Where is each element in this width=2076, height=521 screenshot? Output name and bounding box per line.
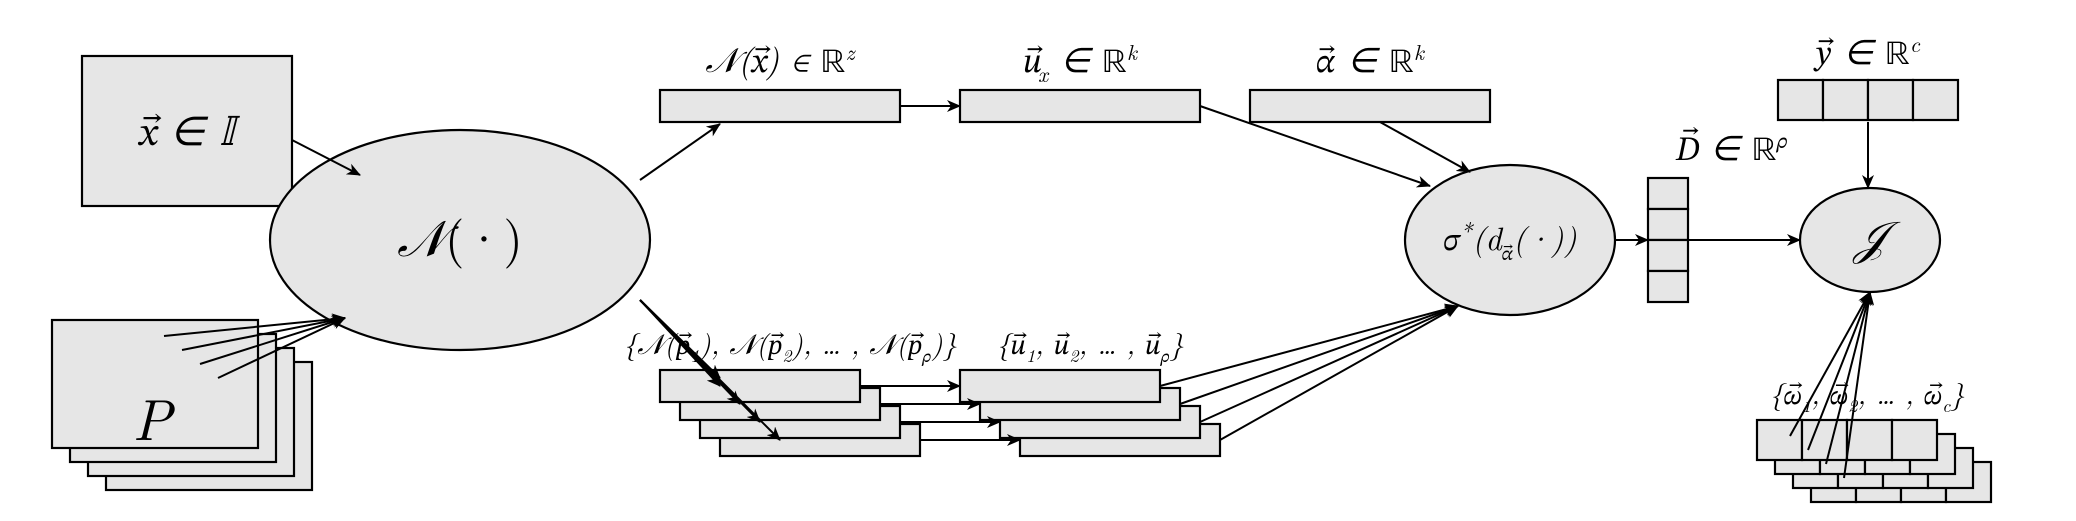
label-x-in-I: x⃗ ∈ 𝕀	[137, 100, 241, 157]
y-cell	[1868, 80, 1913, 120]
y-cell	[1778, 80, 1823, 120]
D-cell	[1648, 240, 1688, 271]
Nx-bar	[660, 90, 900, 122]
omega-cell	[1892, 420, 1937, 460]
label-P: P	[132, 375, 175, 457]
D-cell	[1648, 209, 1688, 240]
y-cell	[1823, 80, 1868, 120]
edge	[1380, 122, 1470, 172]
label-ux: u⃗x ∈ ℝk	[1023, 34, 1139, 89]
label-Np-set: {𝒩(p⃗1), 𝒩(p⃗2), … , 𝒩(p⃗ρ)}	[623, 323, 956, 368]
omega-cell	[1802, 420, 1847, 460]
edge	[1220, 306, 1458, 440]
label-omega-set: {ω⃗1, ω⃗2, … , ω⃗c}	[1769, 373, 1964, 418]
ux-bar	[960, 90, 1200, 122]
label-Nx: 𝒩(x⃗) ∈ ℝz	[705, 34, 856, 82]
omega-cell	[1847, 420, 1892, 460]
label-N: 𝒩(·)	[397, 200, 523, 271]
u-bar	[960, 370, 1160, 402]
label-D: D⃗ ∈ ℝρ	[1675, 122, 1788, 170]
label-y: y⃗ ∈ ℝc	[1813, 26, 1921, 74]
Np-bar	[660, 370, 860, 402]
D-cell	[1648, 271, 1688, 302]
alpha-bar	[1250, 90, 1490, 122]
edge	[640, 124, 720, 180]
label-u-set: {u⃗1, u⃗2, … , u⃗ρ}	[996, 323, 1183, 368]
edge	[1180, 306, 1458, 404]
neural-architecture-diagram: x⃗ ∈ 𝕀P𝒩(·)𝒩(x⃗) ∈ ℝzu⃗x ∈ ℝkα⃗ ∈ ℝkσ*(d…	[0, 0, 2076, 521]
label-alpha: α⃗ ∈ ℝk	[1316, 34, 1426, 82]
D-cell	[1648, 178, 1688, 209]
y-cell	[1913, 80, 1958, 120]
